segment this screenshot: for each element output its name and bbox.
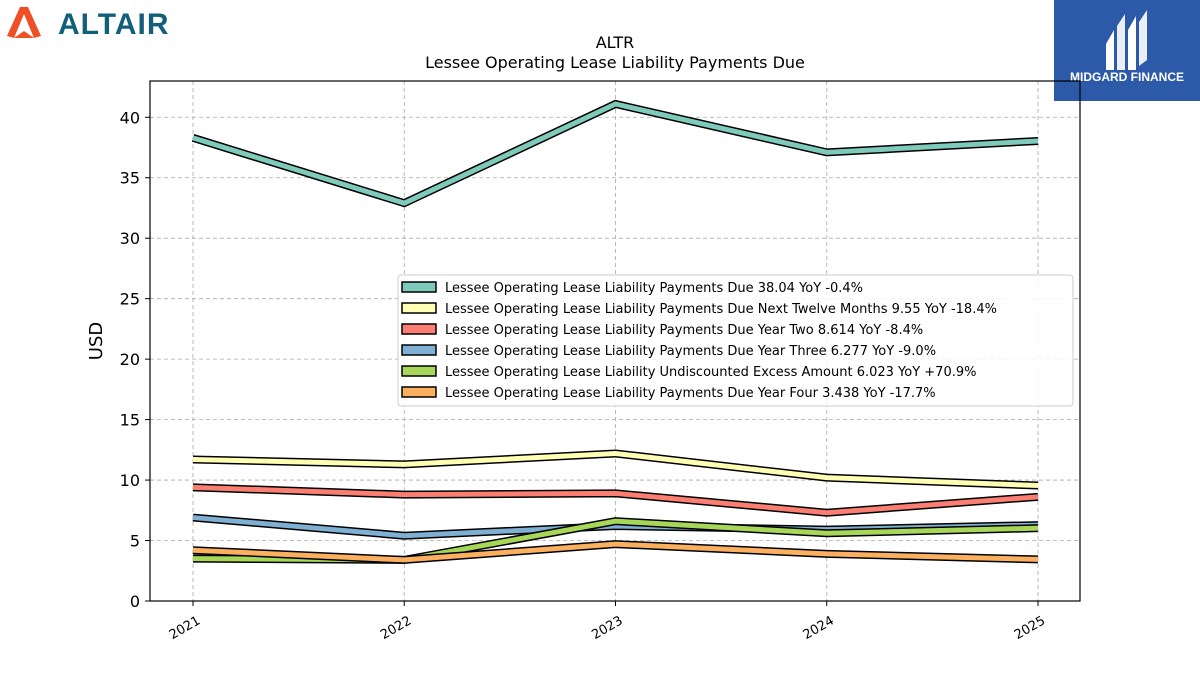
legend-swatch bbox=[401, 386, 437, 398]
series-line-6 bbox=[192, 540, 1039, 564]
series-line-fill bbox=[192, 450, 1039, 489]
legend-entry: Lessee Operating Lease Liability Payment… bbox=[445, 323, 923, 338]
x-axis: 2021 2022 2023 2024 2025 bbox=[167, 601, 1048, 643]
x-tick-label: 2024 bbox=[801, 613, 837, 643]
series-layer bbox=[191, 99, 1039, 564]
y-axis: 0 5 10 15 20 25 30 35 40 bbox=[120, 108, 150, 611]
y-tick-label: 35 bbox=[120, 169, 140, 188]
legend: Lessee Operating Lease Liability Payment… bbox=[397, 274, 1074, 407]
series-line-3 bbox=[192, 483, 1039, 517]
y-tick-label: 20 bbox=[120, 350, 140, 369]
y-tick-label: 40 bbox=[120, 108, 140, 127]
midgard-finance-logo: MIDGARD FINANCE bbox=[1054, 0, 1200, 101]
series-line-fill bbox=[192, 541, 1039, 563]
legend-entry: Lessee Operating Lease Liability Undisco… bbox=[445, 365, 976, 380]
x-tick-label: 2021 bbox=[167, 613, 203, 643]
series-line-1 bbox=[191, 99, 1039, 208]
y-tick-label: 30 bbox=[120, 229, 140, 248]
y-axis-label: USD bbox=[86, 322, 107, 360]
y-tick-label: 15 bbox=[120, 411, 140, 430]
midgard-finance-logo-icon bbox=[1106, 10, 1147, 70]
chart-subtitle: Lessee Operating Lease Liability Payment… bbox=[425, 53, 805, 72]
legend-entry: Lessee Operating Lease Liability Payment… bbox=[445, 281, 863, 296]
altair-logo-text: ALTAIR bbox=[58, 8, 170, 41]
legend-entry: Lessee Operating Lease Liability Payment… bbox=[445, 344, 936, 359]
series-line-2 bbox=[192, 449, 1039, 490]
y-tick-label: 0 bbox=[130, 592, 140, 611]
chart-title: ALTR bbox=[596, 33, 635, 52]
x-tick-label: 2022 bbox=[378, 613, 414, 643]
legend-swatch bbox=[401, 302, 437, 314]
legend-entry: Lessee Operating Lease Liability Payment… bbox=[445, 386, 936, 401]
legend-swatch bbox=[401, 323, 437, 335]
y-tick-label: 10 bbox=[120, 471, 140, 490]
midgard-finance-logo-text: MIDGARD FINANCE bbox=[1070, 70, 1184, 84]
altair-logo: ALTAIR bbox=[7, 7, 170, 41]
x-tick-label: 2025 bbox=[1012, 613, 1048, 643]
legend-box bbox=[397, 274, 1074, 407]
legend-entry: Lessee Operating Lease Liability Payment… bbox=[445, 302, 997, 317]
series-line-fill bbox=[192, 484, 1039, 516]
x-tick-label: 2023 bbox=[589, 613, 625, 643]
legend-swatch bbox=[401, 344, 437, 356]
legend-swatch bbox=[401, 281, 437, 293]
y-tick-label: 5 bbox=[130, 532, 140, 551]
altair-logo-icon bbox=[7, 7, 41, 38]
legend-swatch bbox=[401, 365, 437, 377]
series-line-fill bbox=[192, 101, 1039, 206]
y-tick-label: 25 bbox=[120, 290, 140, 309]
